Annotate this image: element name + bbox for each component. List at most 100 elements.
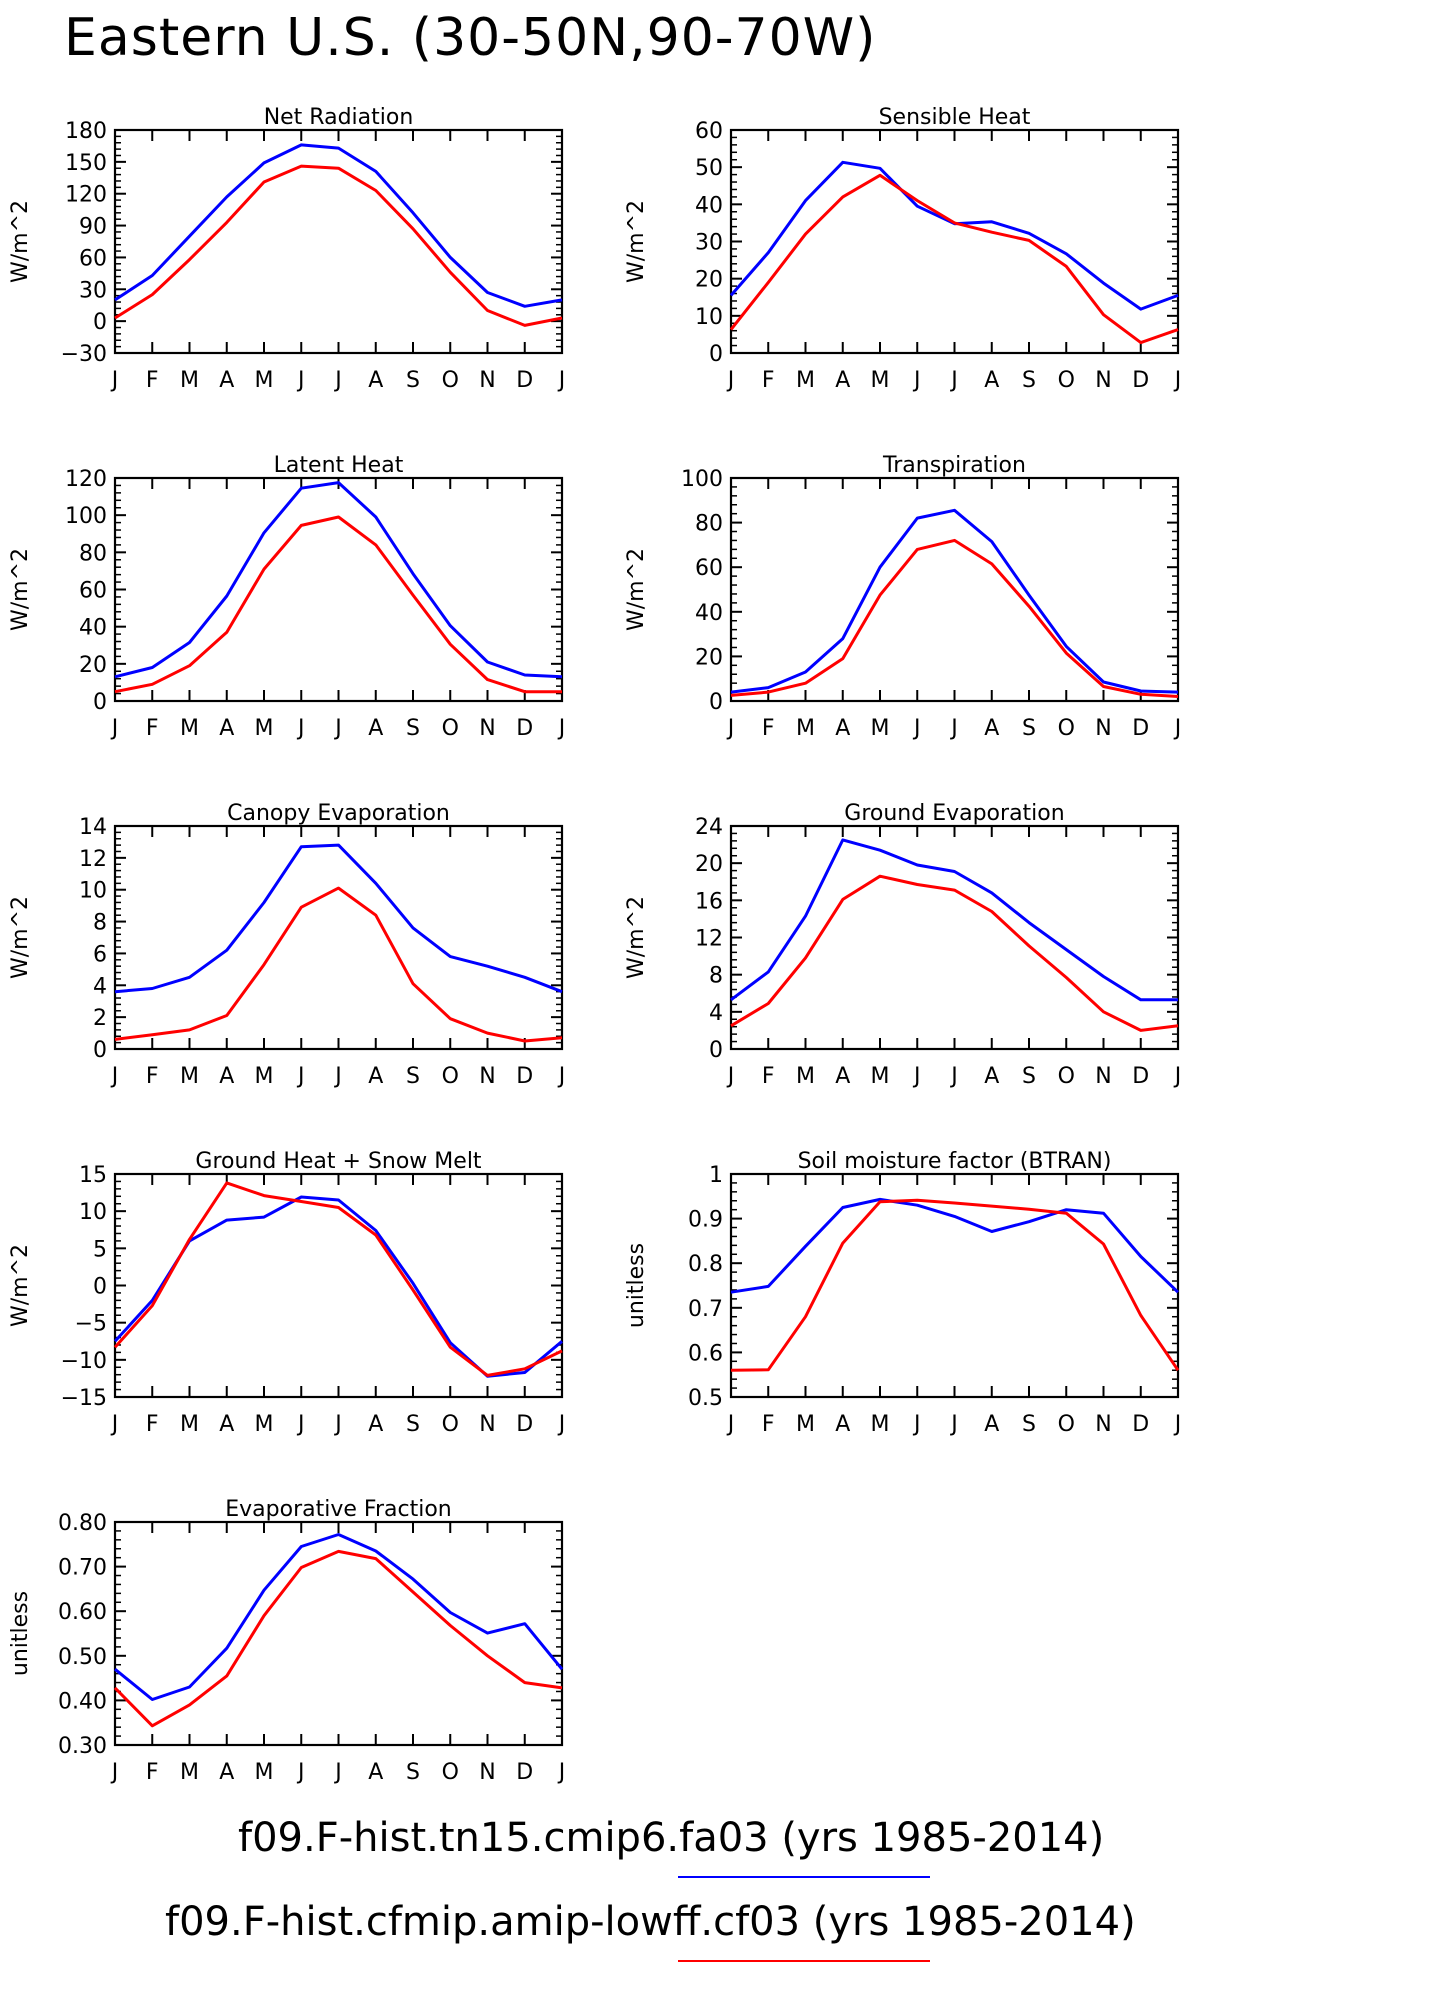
x-tick-label: D (1132, 1064, 1149, 1089)
x-tick-label: J (333, 1064, 342, 1089)
series-line-1 (730, 508, 1179, 694)
series-line-1 (729, 160, 1179, 311)
legend-entry-2: f09.F-hist.cfmip.amip-lowff.cf03 (yrs 19… (165, 1899, 1136, 1945)
y-tick-label: 20 (695, 852, 723, 877)
y-tick-label: 80 (695, 512, 723, 537)
series-line-2 (114, 515, 562, 694)
y-tick-label: 0 (709, 690, 723, 715)
x-tick-label: M (871, 716, 890, 741)
panel-title: Ground Heat + Snow Melt (195, 1149, 482, 1174)
series-line-2 (730, 1198, 1180, 1372)
y-tick-label: 0.80 (58, 1511, 107, 1536)
x-tick-label: J (110, 716, 119, 741)
y-tick-label: 40 (79, 616, 107, 641)
y-tick-label: −5 (75, 1312, 107, 1337)
plot-frame (113, 476, 564, 703)
y-tick-label: 0.60 (58, 1600, 107, 1625)
x-tick-label: M (796, 1412, 815, 1437)
y-tick-label: 120 (65, 183, 107, 208)
x-tick-label: J (949, 1064, 958, 1089)
y-tick-label: 12 (79, 847, 107, 872)
y-tick-label: 120 (65, 467, 107, 492)
x-tick-label: A (984, 716, 999, 741)
panel-title: Sensible Heat (879, 105, 1031, 130)
y-tick-label: 0.30 (58, 1734, 107, 1759)
y-tick-label: 8 (93, 911, 107, 936)
page-title: Eastern U.S. (30-50N,90-70W) (64, 8, 877, 68)
x-tick-label: J (949, 368, 958, 393)
x-tick-label: S (1022, 368, 1036, 393)
legend-swatch-1 (678, 1876, 930, 1878)
x-tick-label: A (368, 716, 383, 741)
y-tick-label: 60 (79, 246, 107, 271)
x-tick-label: S (406, 1412, 420, 1437)
y-tick-label: 0.6 (688, 1341, 723, 1366)
y-tick-label: 12 (695, 927, 723, 952)
plot-frame (729, 1172, 1180, 1399)
series-line-1 (730, 1197, 1180, 1294)
x-tick-label: A (984, 368, 999, 393)
x-tick-label: J (296, 716, 305, 741)
x-tick-label: A (984, 1064, 999, 1089)
x-tick-label: J (110, 368, 119, 393)
series-line-2 (729, 173, 1179, 345)
panel-title: Ground Evaporation (844, 801, 1064, 826)
y-tick-label: 5 (93, 1237, 107, 1262)
x-tick-label: D (516, 1064, 533, 1089)
y-tick-label: 90 (79, 215, 107, 240)
x-tick-label: F (146, 716, 159, 741)
y-axis-label: W/m^2 (8, 548, 33, 631)
x-tick-label: A (219, 1064, 234, 1089)
x-tick-label: J (557, 1760, 566, 1785)
x-tick-label: F (762, 368, 775, 393)
x-tick-label: M (255, 1064, 274, 1089)
y-tick-label: 10 (695, 305, 723, 330)
x-tick-label: D (516, 1760, 533, 1785)
y-tick-label: 4 (93, 974, 107, 999)
x-tick-label: A (835, 368, 850, 393)
y-axis-label: W/m^2 (624, 200, 649, 283)
x-tick-label: D (1132, 1412, 1149, 1437)
x-tick-label: O (442, 368, 459, 393)
plot-frame (113, 128, 564, 355)
x-tick-label: A (835, 1412, 850, 1437)
x-tick-label: M (255, 368, 274, 393)
y-tick-label: 0.70 (58, 1556, 107, 1581)
x-tick-label: M (180, 1064, 199, 1089)
y-tick-label: 0.50 (58, 1645, 107, 1670)
x-tick-label: J (557, 1412, 566, 1437)
x-tick-label: J (333, 1760, 342, 1785)
y-tick-label: 0.7 (688, 1297, 723, 1322)
x-tick-label: J (726, 1064, 735, 1089)
x-tick-label: F (146, 368, 159, 393)
plot-frame (113, 1520, 564, 1747)
y-tick-label: 2 (93, 1006, 107, 1031)
panel-title: Evaporative Fraction (225, 1497, 451, 1522)
x-tick-label: N (479, 368, 495, 393)
x-tick-label: S (1022, 1412, 1036, 1437)
x-tick-label: J (949, 716, 958, 741)
y-tick-label: 1 (709, 1163, 723, 1188)
y-tick-label: 0 (709, 1038, 723, 1063)
x-tick-label: F (146, 1064, 159, 1089)
x-tick-label: J (296, 1760, 305, 1785)
x-tick-label: O (442, 1412, 459, 1437)
x-tick-label: M (871, 1064, 890, 1089)
x-tick-label: O (1058, 716, 1075, 741)
x-tick-label: J (726, 716, 735, 741)
x-tick-label: F (762, 1064, 775, 1089)
x-tick-label: N (1095, 368, 1111, 393)
panel-title: Transpiration (882, 453, 1026, 478)
y-tick-label: 20 (695, 268, 723, 293)
y-tick-label: 0 (93, 1038, 107, 1063)
x-tick-label: J (296, 368, 305, 393)
y-tick-label: 14 (79, 815, 107, 840)
chart-panel-9: Evaporative Fraction unitless 0.30 0.40 0.50… (8, 1497, 565, 1785)
x-tick-label: N (479, 1760, 495, 1785)
y-tick-label: 0 (93, 690, 107, 715)
x-tick-label: J (726, 1412, 735, 1437)
